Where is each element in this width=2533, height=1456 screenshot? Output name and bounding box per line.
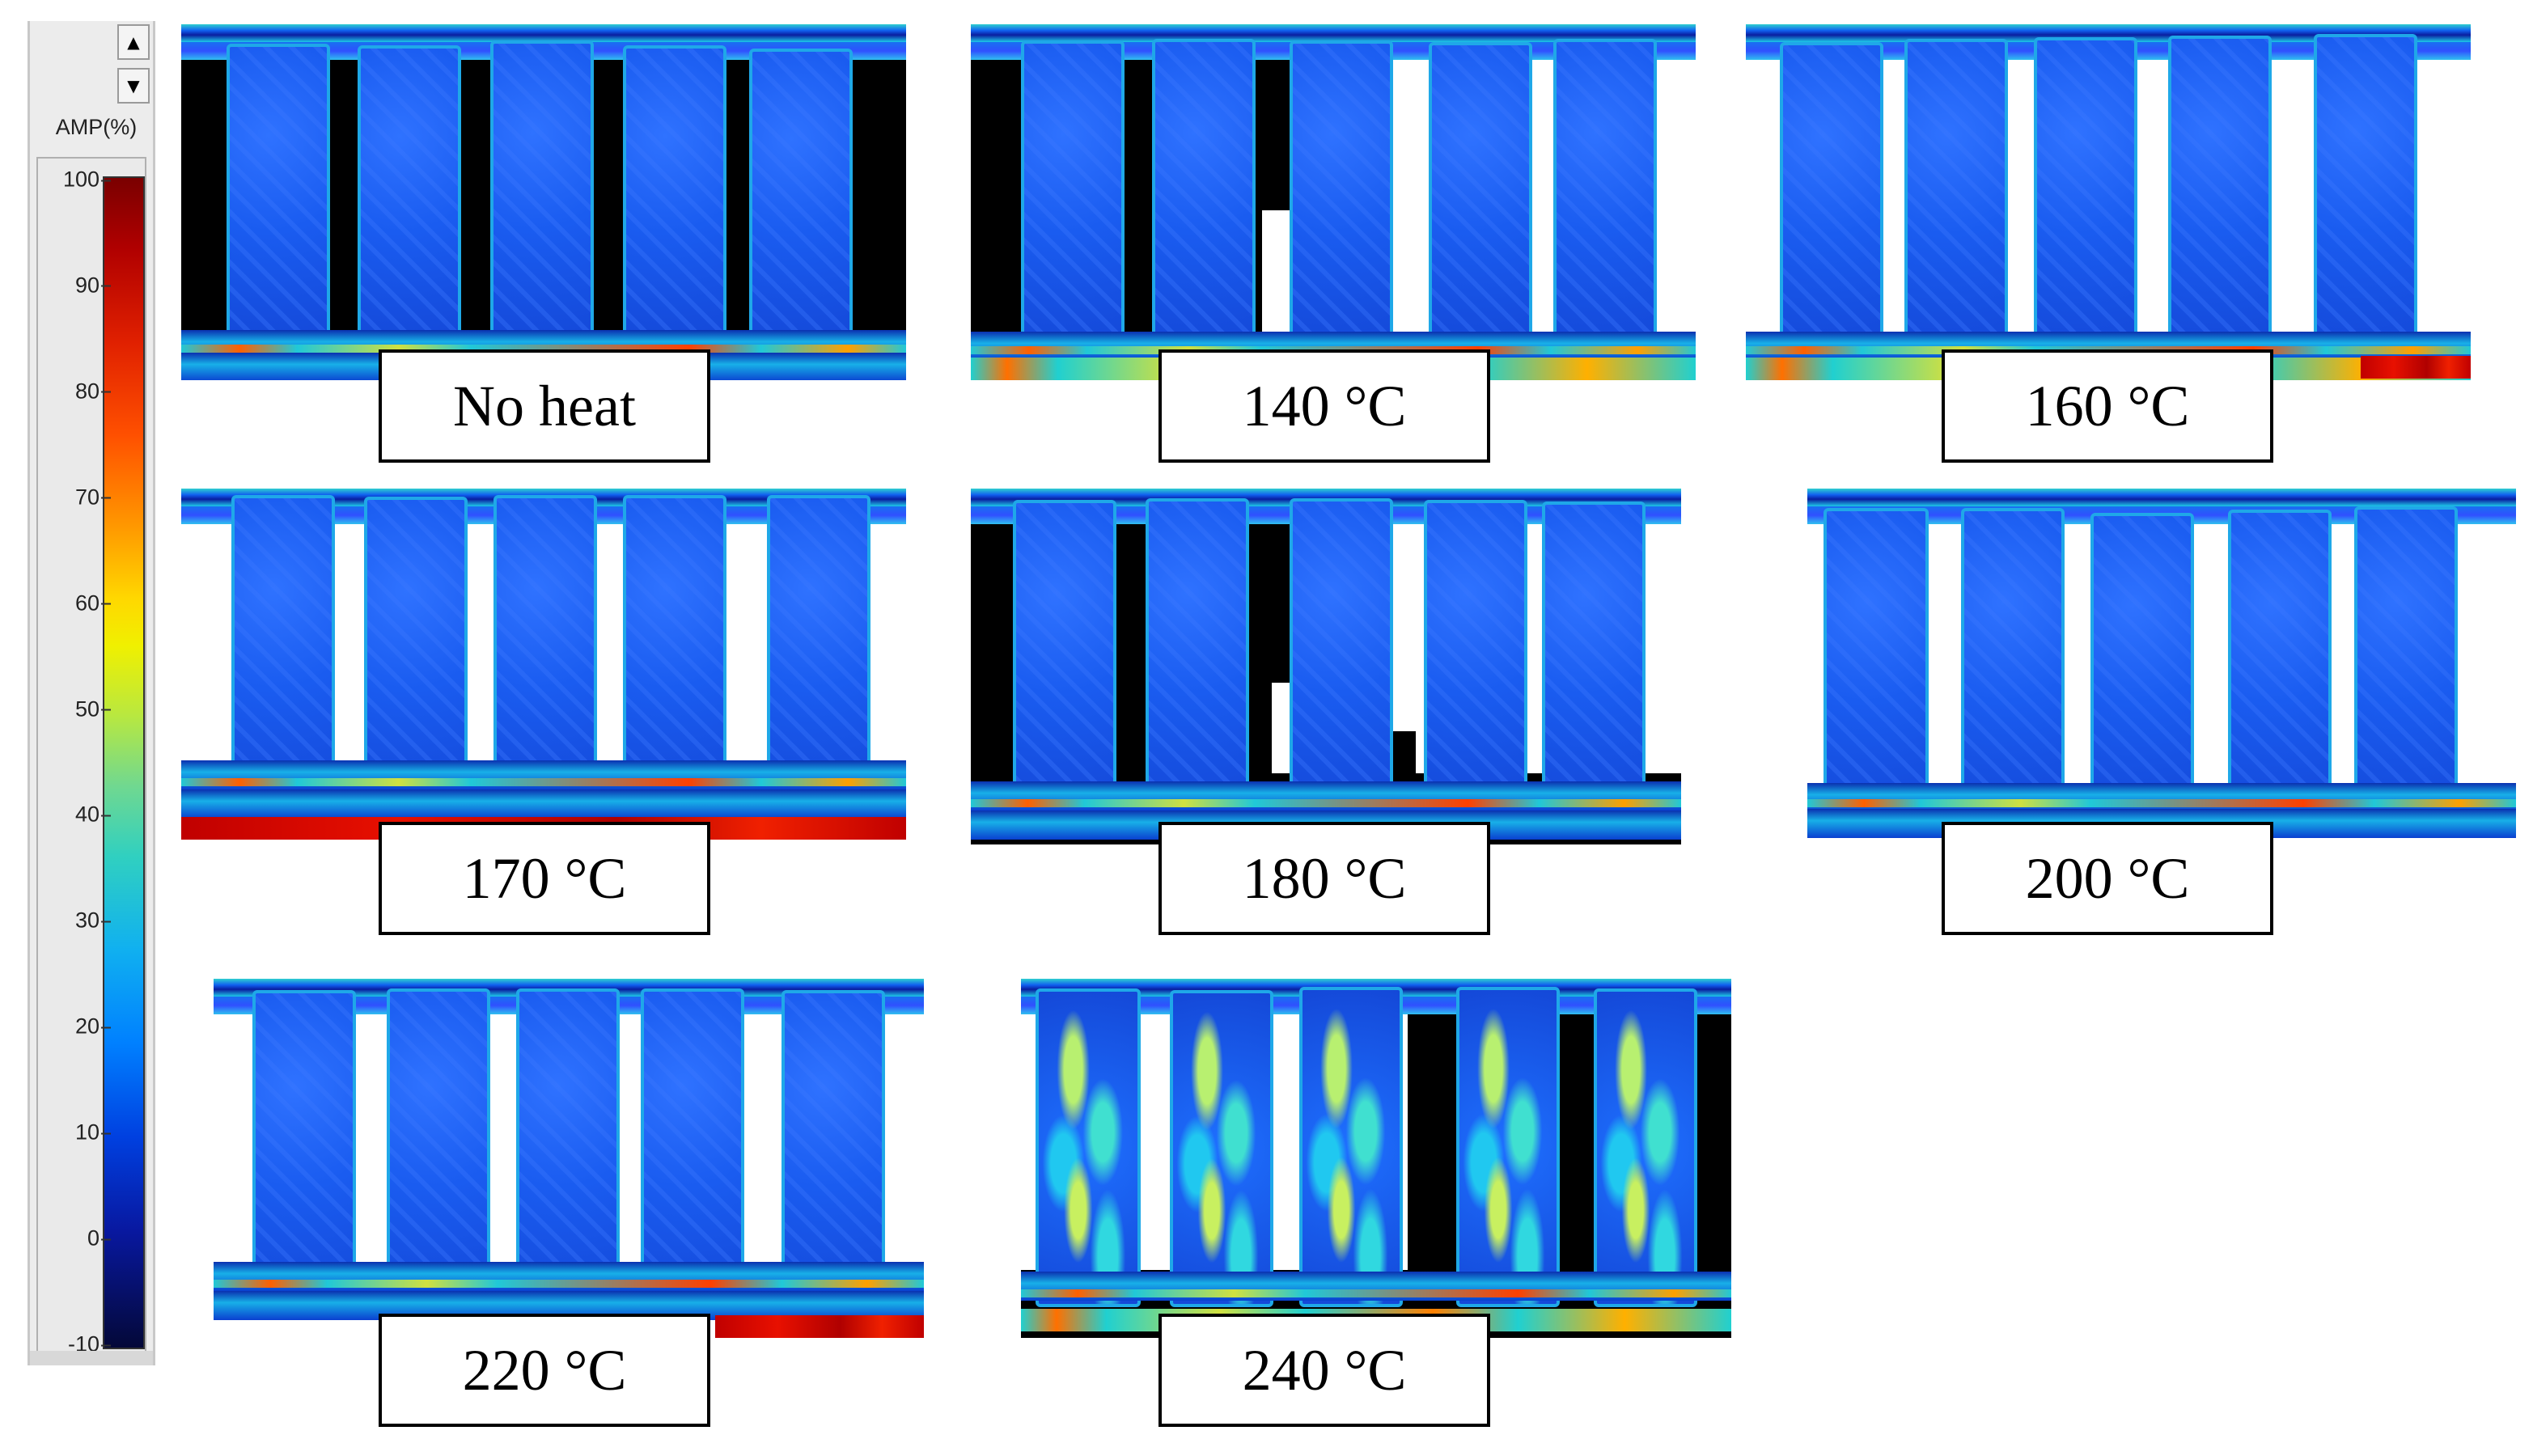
colorbar-tick-label: 10 bbox=[43, 1120, 111, 1145]
colorbar-tick-label: 90 bbox=[43, 273, 111, 298]
colorbar-panel: ▲ ▼ AMP(%) 100 90 80 70 60 50 40 30 20 10 0 -10 bbox=[28, 21, 155, 1365]
colorbar-gradient bbox=[103, 176, 145, 1349]
thermal-image-220c bbox=[214, 979, 924, 1338]
colorbar-tick-label: 100 bbox=[43, 167, 111, 193]
colorbar-tick-label: 40 bbox=[43, 802, 111, 827]
panel-label-170c: 170 °C bbox=[379, 822, 710, 935]
thermal-image-200c bbox=[1807, 489, 2516, 844]
panel-label-no-heat: No heat bbox=[379, 349, 710, 463]
colorbar-tick-label: 80 bbox=[43, 379, 111, 404]
colorbar-title: AMP(%) bbox=[55, 115, 138, 139]
scroll-up-button[interactable]: ▲ bbox=[117, 24, 150, 60]
scroll-down-button[interactable]: ▼ bbox=[117, 68, 150, 104]
colorbar-tick-label: 60 bbox=[43, 590, 111, 616]
colorbar-tick-label: 30 bbox=[43, 908, 111, 933]
colorbar-tick-label: 70 bbox=[43, 485, 111, 510]
colorbar-tick-label: 50 bbox=[43, 696, 111, 722]
panel-label-220c: 220 °C bbox=[379, 1314, 710, 1427]
panel-label-160c: 160 °C bbox=[1942, 349, 2273, 463]
arrow-up-icon: ▲ bbox=[127, 32, 140, 52]
thermal-image-no-heat bbox=[181, 24, 906, 380]
colorbar-tick-label: 0 bbox=[43, 1226, 111, 1251]
colorbar-tick-label: 20 bbox=[43, 1014, 111, 1039]
arrow-down-icon: ▼ bbox=[127, 76, 140, 95]
panel-label-180c: 180 °C bbox=[1158, 822, 1490, 935]
thermal-image-170c bbox=[181, 489, 906, 844]
thermal-image-240c bbox=[1021, 979, 1731, 1338]
panel-label-140c: 140 °C bbox=[1158, 349, 1490, 463]
colorbar-footer bbox=[30, 1351, 153, 1365]
panel-label-240c: 240 °C bbox=[1158, 1314, 1490, 1427]
thermal-image-160c bbox=[1746, 24, 2471, 380]
thermal-image-180c bbox=[971, 489, 1681, 844]
thermal-image-140c bbox=[971, 24, 1696, 380]
panel-label-200c: 200 °C bbox=[1942, 822, 2273, 935]
